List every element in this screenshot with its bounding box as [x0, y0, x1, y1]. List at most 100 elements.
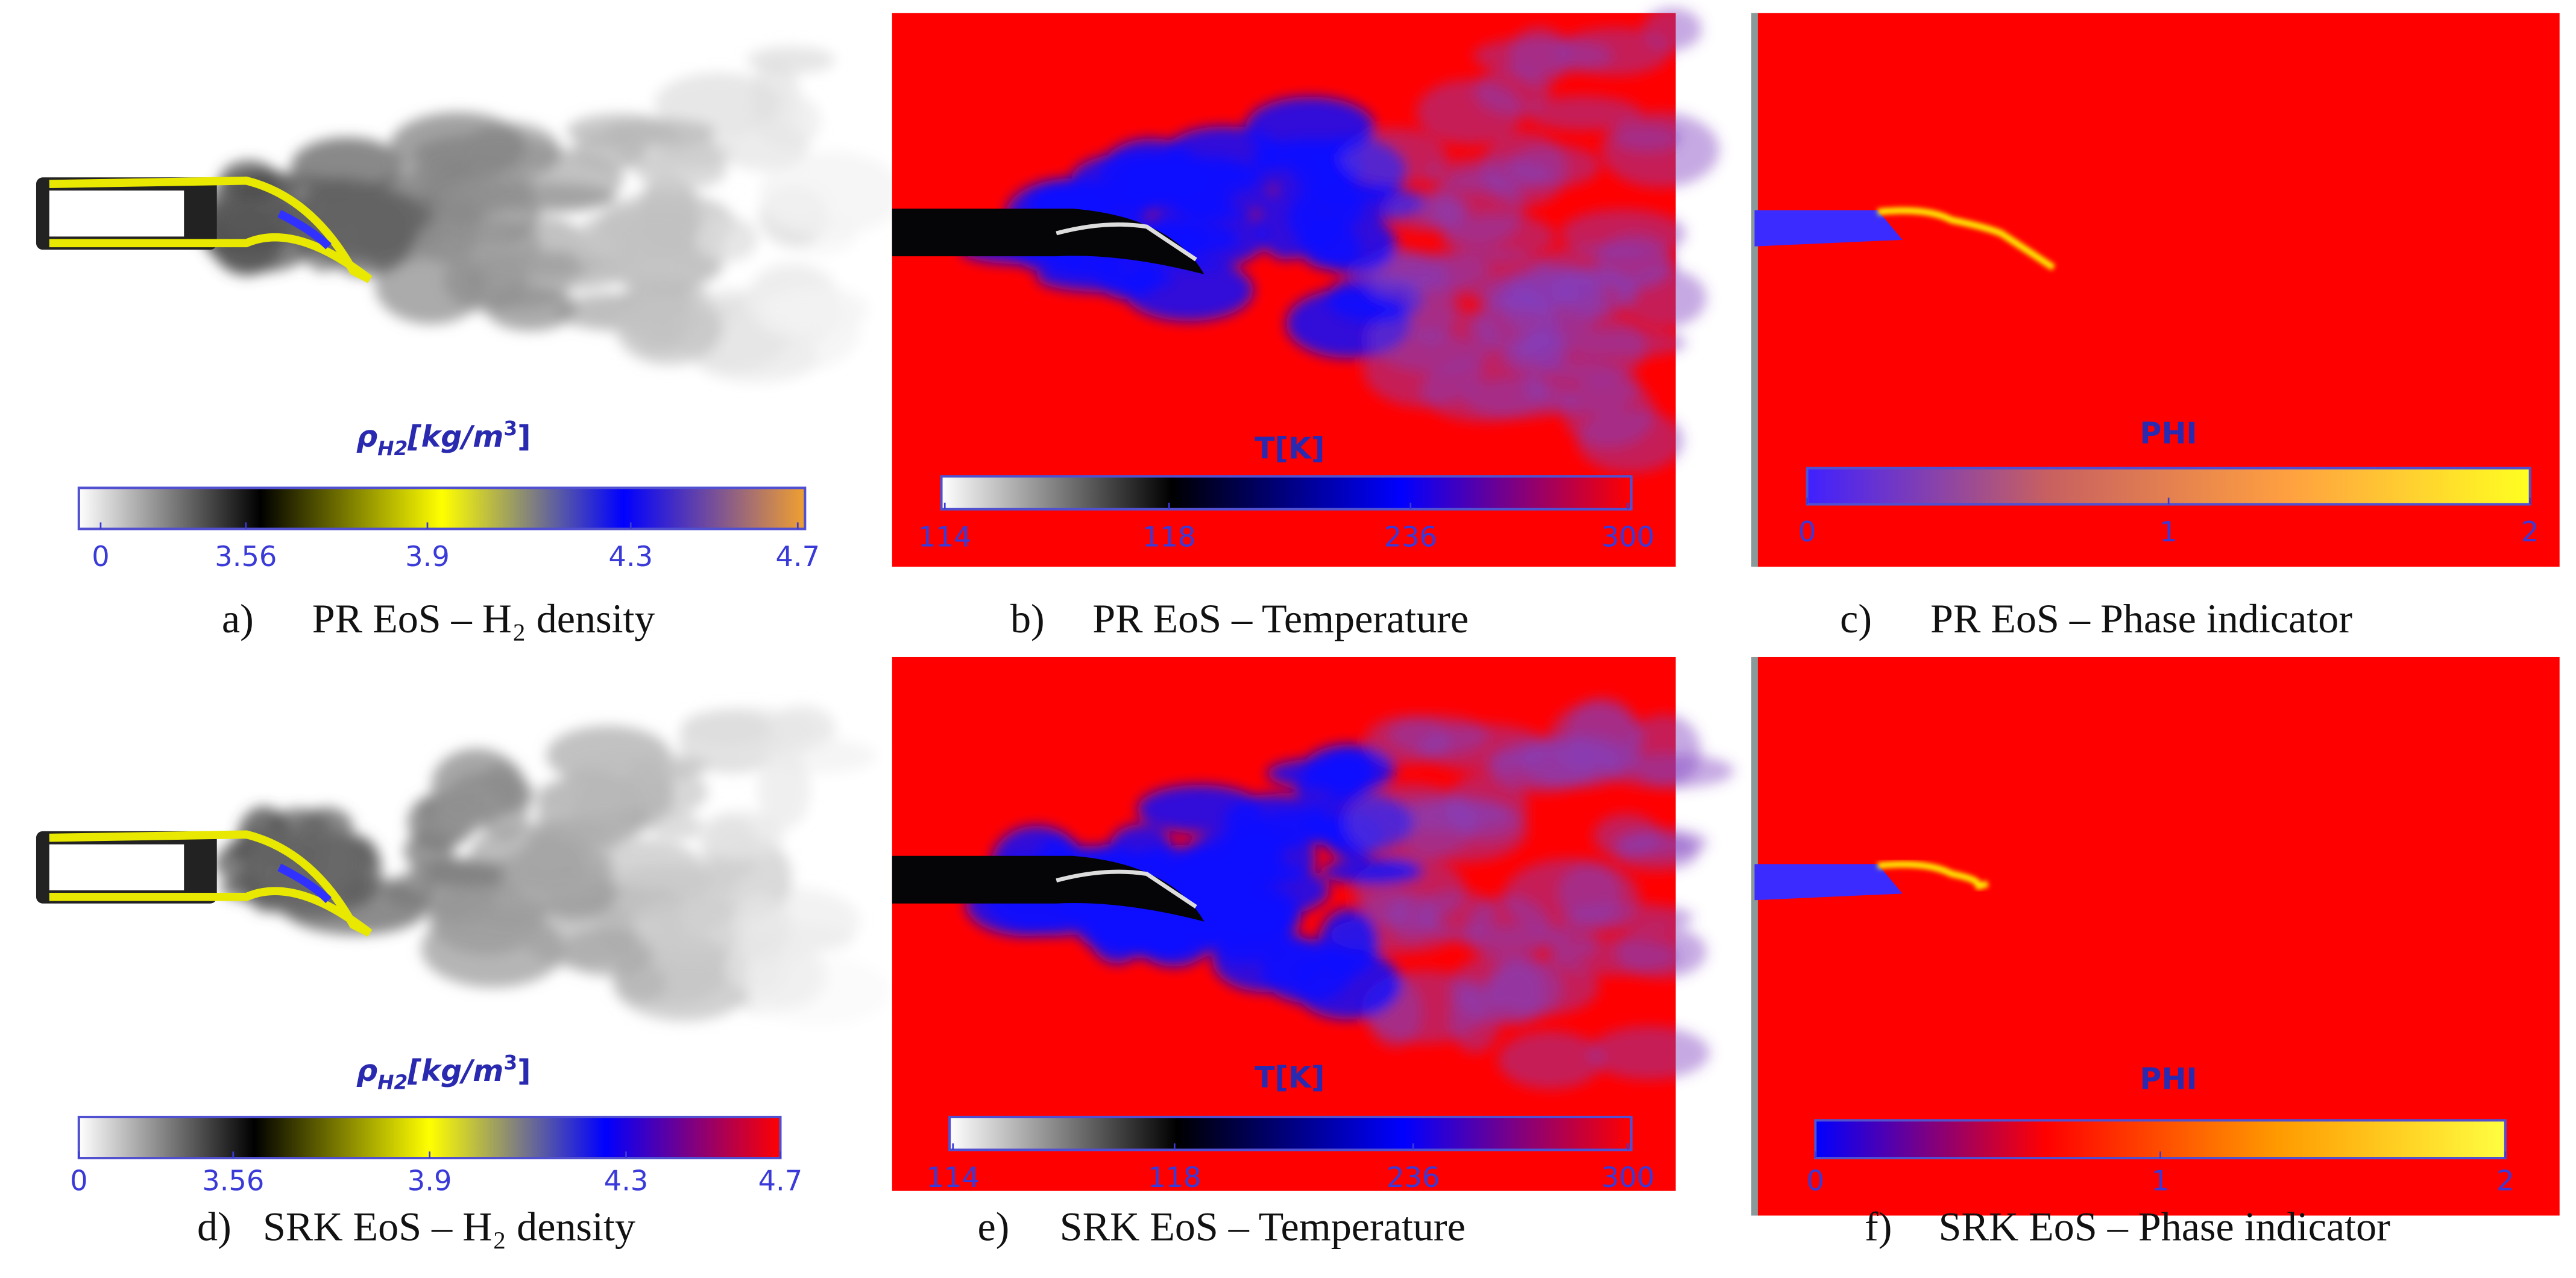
- plume-blob: [288, 186, 427, 262]
- colorbar: [948, 1115, 1633, 1151]
- colorbar-tick-label: 236: [1384, 520, 1437, 553]
- colorbar-tick-label: 0: [1807, 1164, 1824, 1197]
- panel: ρH2[kg/m3] 0 3.56 3.9 4.3 4.7 d) SRK EoS – H₂ d…: [36, 705, 890, 1249]
- nozzle-core: [49, 190, 184, 237]
- plume-blob: [632, 257, 692, 287]
- panel-label: a): [222, 596, 254, 641]
- panel: PHI 0 1 2 f) SRK EoS – Phase indicator: [1751, 656, 2560, 1249]
- blue-core: [277, 210, 332, 250]
- plume-blob: [1321, 858, 1423, 885]
- interface: [1877, 207, 2056, 271]
- panel-label: f): [1865, 1203, 1892, 1249]
- plume-blob: [696, 811, 783, 860]
- plume-blob: [1485, 958, 1599, 1015]
- plume-blob: [1549, 702, 1644, 775]
- title-part: PHI: [2140, 416, 2197, 451]
- colorbar-tick-label: 4.3: [608, 540, 653, 573]
- plume-blob: [1308, 214, 1397, 274]
- plume-blob: [1577, 408, 1684, 473]
- colorbar-tick-label: 118: [1148, 1161, 1201, 1194]
- panel: ρH2[kg/m3] 0 3.56 3.9 4.3 4.7 a) PR EoS – H₂ de…: [36, 46, 903, 641]
- yellow-core: [49, 176, 373, 283]
- white-streak: [1056, 869, 1197, 908]
- panel-caption: SRK EoS – H₂ density: [263, 1203, 635, 1249]
- plume-blob: [1472, 278, 1580, 313]
- colorbar-tick-label: 114: [927, 1161, 980, 1194]
- plume-blob: [654, 72, 783, 137]
- colorbar-tick-label: 4.7: [775, 540, 820, 573]
- panel-caption: PR EoS – H₂ density: [312, 596, 655, 641]
- plume-blob: [572, 131, 646, 171]
- colorbar-title: PHI: [2140, 416, 2197, 451]
- plume-blob: [1593, 813, 1661, 859]
- plume-blob: [1224, 794, 1326, 849]
- colorbar-tick-label: 1: [2152, 1164, 2169, 1197]
- plume-blob: [291, 137, 404, 197]
- plume-blob: [1549, 327, 1687, 358]
- plume-blob: [1245, 96, 1375, 157]
- cold-plume: [966, 697, 1734, 1089]
- plume-blob: [1620, 268, 1707, 328]
- plume-blob: [384, 875, 434, 908]
- colorbar-title: T[K]: [1255, 430, 1324, 465]
- plume-blob: [616, 292, 723, 365]
- colorbar-tick-label: 4.3: [604, 1164, 649, 1197]
- title-part: [kg/m: [407, 419, 503, 454]
- plume-blob: [535, 776, 657, 816]
- plume-blob: [1320, 747, 1373, 796]
- density-field: [214, 705, 890, 1026]
- plume-blob: [1454, 924, 1570, 951]
- title-part: 3: [503, 417, 517, 440]
- colorbar-tick-label: 0: [70, 1164, 87, 1197]
- plume-blob: [616, 963, 667, 1003]
- yellow-core: [49, 830, 373, 937]
- panel-caption: SRK EoS – Phase indicator: [1939, 1203, 2391, 1249]
- colorbar-tick-label: 118: [1142, 520, 1195, 553]
- interface: [1877, 861, 1989, 890]
- panel: T[K] 114 118 236 300 e) SRK EoS – Temperature: [892, 656, 1734, 1249]
- plume-blob: [1525, 96, 1641, 131]
- plume-blob: [1432, 168, 1525, 247]
- panel-caption: PR EoS – Phase indicator: [1930, 596, 2352, 641]
- plume-blob: [1365, 716, 1452, 764]
- title-part: ρ: [356, 419, 377, 454]
- plume-blob: [1096, 254, 1160, 300]
- title-part: 3: [503, 1051, 517, 1074]
- colorbar-tick-label: 3.9: [405, 540, 450, 573]
- plume-blob: [746, 46, 836, 74]
- plume-blob: [1601, 112, 1719, 188]
- plume-blob: [759, 151, 903, 236]
- title-part: ρ: [356, 1053, 377, 1088]
- title-part: T[K]: [1255, 1060, 1324, 1095]
- title-part: ]: [517, 419, 531, 454]
- plume-blob: [1643, 7, 1702, 51]
- colorbar-tick-label: 300: [1601, 1161, 1654, 1194]
- panel: T[K] 114 118 236 300 b) PR EoS – Temperature: [892, 7, 1719, 641]
- panel-label: d): [197, 1203, 231, 1249]
- colorbar-title: ρH2[kg/m3]: [356, 417, 531, 460]
- title-part: ]: [517, 1053, 531, 1088]
- colorbar-tick-label: 2: [2521, 515, 2539, 548]
- plume-blob: [1504, 333, 1561, 376]
- title-part: H2: [377, 437, 408, 460]
- plume-blob: [432, 784, 503, 833]
- plume-blob: [1340, 128, 1447, 185]
- panel: PHI 0 1 2 c) PR EoS – Phase indicator: [1751, 13, 2560, 641]
- plume-blob: [560, 928, 655, 976]
- colorbar-title: PHI: [2140, 1062, 2197, 1097]
- plume-blob: [717, 121, 810, 171]
- plume-blob: [1405, 274, 1456, 344]
- nozzle-core: [49, 844, 184, 890]
- plume-blob: [1362, 889, 1412, 923]
- panel-label: e): [977, 1203, 1009, 1249]
- plume-blob: [389, 112, 526, 181]
- colorbar: [77, 1115, 782, 1160]
- title-part: T[K]: [1255, 430, 1324, 465]
- panel-caption: SRK EoS – Temperature: [1060, 1203, 1466, 1249]
- plume-blob: [485, 286, 576, 331]
- title-part: PHI: [2140, 1062, 2197, 1097]
- colorbar-title: T[K]: [1255, 1060, 1324, 1095]
- plume-blob: [374, 246, 487, 324]
- colorbar-tick-label: 3.56: [215, 540, 277, 573]
